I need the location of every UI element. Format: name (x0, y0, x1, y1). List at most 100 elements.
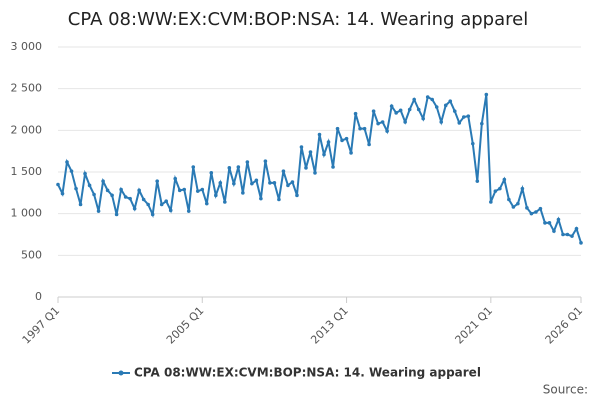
y-tick-label: 500 (21, 248, 42, 261)
legend-label: CPA 08:WW:EX:CVM:BOP:NSA: 14. Wearing ap… (134, 366, 481, 380)
data-point (349, 151, 353, 155)
source: Source: (543, 383, 588, 397)
data-point (87, 183, 92, 188)
data-point (186, 209, 191, 213)
data-point (214, 193, 218, 198)
data-point (168, 208, 173, 213)
data-point (331, 165, 335, 169)
data-point (502, 177, 507, 182)
data-point (177, 188, 182, 193)
data-point (407, 107, 412, 112)
data-point (376, 121, 380, 126)
data-point (394, 111, 398, 115)
data-point (141, 197, 146, 202)
data-point (78, 202, 83, 207)
data-point (543, 221, 547, 225)
x-tick-label: 2021 Q1 (453, 304, 496, 347)
data-point (299, 145, 304, 149)
data-point (60, 191, 65, 196)
data-point (565, 232, 570, 237)
data-point (498, 186, 502, 191)
data-point (516, 201, 520, 206)
data-point (209, 171, 214, 175)
x-tick-label: 2013 Q1 (308, 304, 351, 347)
data-point (182, 187, 187, 192)
data-point (204, 201, 209, 206)
data-point (137, 188, 141, 193)
data-point (452, 109, 457, 113)
data-point (448, 99, 453, 103)
data-point (146, 202, 150, 207)
data-point (466, 114, 471, 118)
data-point (480, 121, 484, 126)
data-point (579, 241, 583, 245)
data-point (470, 141, 475, 146)
data-point (173, 176, 178, 181)
legend-marker (118, 370, 124, 376)
data-point (268, 181, 272, 185)
data-point (389, 104, 394, 108)
data-point (367, 142, 371, 147)
data-point (552, 229, 556, 233)
data-point (200, 187, 205, 192)
data-point (277, 197, 281, 202)
y-tick-label: 0 (35, 290, 42, 303)
data-point (430, 97, 435, 102)
data-point (114, 212, 119, 217)
data-point (398, 108, 403, 113)
y-tick-label: 2 000 (11, 123, 43, 136)
data-point (164, 199, 169, 203)
data-point (326, 140, 331, 144)
data-point (461, 115, 466, 119)
data-point (223, 200, 227, 204)
data-point (416, 107, 421, 112)
data-point (191, 165, 196, 169)
data-point (547, 221, 552, 225)
data-point (561, 232, 565, 237)
data-point (520, 186, 525, 191)
data-point (227, 166, 232, 170)
data-point (195, 189, 200, 193)
data-point (119, 187, 123, 192)
data-point (556, 217, 561, 222)
data-point (65, 160, 69, 164)
data-point (259, 196, 263, 201)
data-point (218, 181, 223, 185)
data-point (281, 169, 286, 173)
data-point (574, 226, 579, 231)
data-point (443, 103, 448, 108)
x-tick-label: 1997 Q1 (20, 304, 63, 347)
data-point (439, 120, 444, 124)
data-point (236, 165, 241, 169)
data-point (335, 126, 340, 131)
data-point (159, 202, 164, 207)
data-point (475, 179, 480, 183)
data-point (493, 189, 498, 193)
y-tick-label: 1 000 (11, 207, 43, 220)
data-point (511, 205, 516, 209)
data-point (484, 92, 489, 97)
data-point (380, 120, 385, 124)
data-point (425, 95, 430, 99)
data-point (295, 193, 299, 198)
data-point (232, 181, 236, 186)
data-point (123, 195, 128, 199)
data-point (358, 126, 362, 131)
data-point (286, 183, 290, 188)
data-point (457, 121, 462, 125)
data-point (529, 211, 534, 216)
data-point (570, 234, 574, 238)
data-point (525, 206, 529, 210)
y-tick-label: 1 500 (11, 165, 43, 178)
data-point (317, 132, 322, 137)
data-point (290, 180, 295, 184)
data-point (83, 171, 87, 176)
data-point (132, 206, 137, 211)
data-point (421, 116, 425, 121)
data-point (241, 191, 245, 195)
data-point (371, 109, 376, 113)
data-point (340, 138, 344, 143)
data-point (489, 200, 493, 204)
data-point (304, 166, 308, 170)
